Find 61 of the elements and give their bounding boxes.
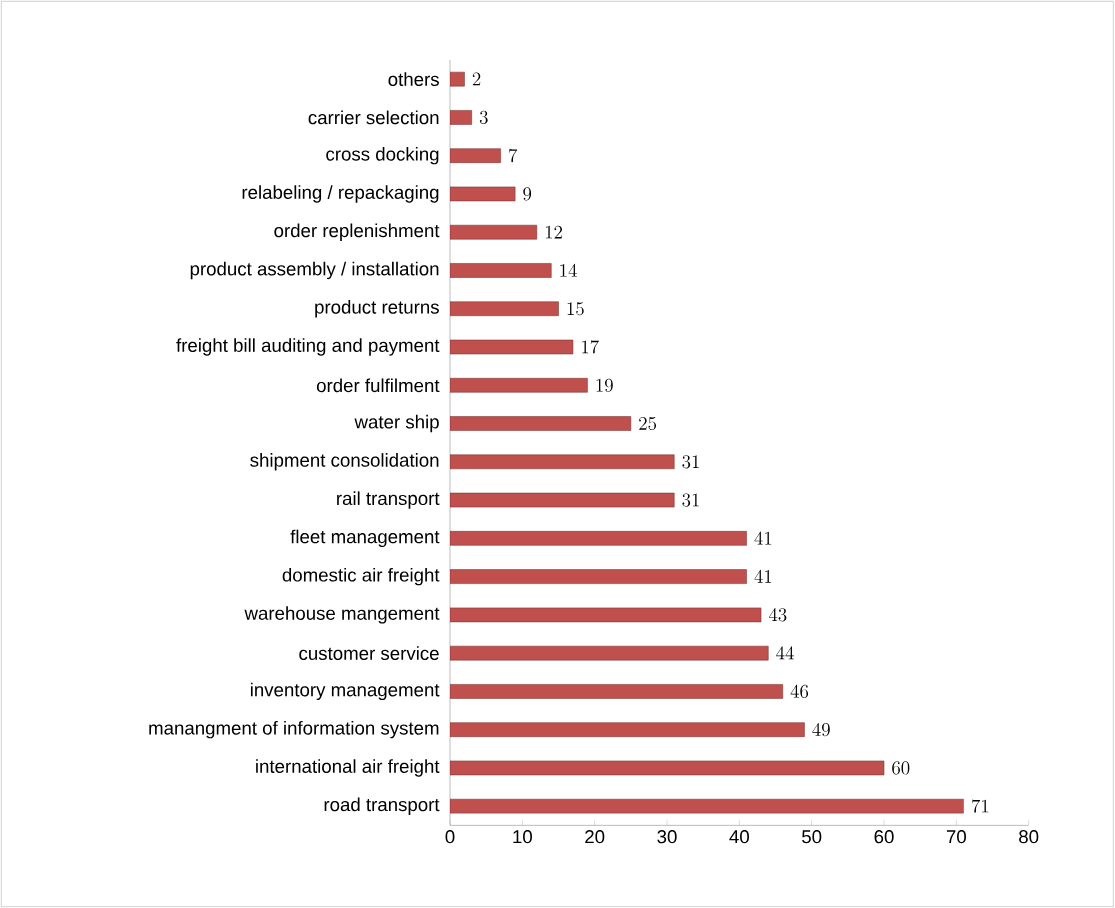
- x-tick-label: 50: [802, 830, 822, 844]
- data-label: 31: [682, 455, 699, 469]
- y-tick-label: road transport: [324, 797, 440, 815]
- x-tick-label: 80: [1019, 830, 1039, 844]
- data-label: 3: [479, 110, 488, 124]
- bar: [450, 454, 675, 470]
- y-tick-label: freight bill auditing and payment: [176, 338, 440, 356]
- data-label: 44: [776, 646, 794, 660]
- x-tick-label: 30: [657, 830, 677, 844]
- x-tick-label: 70: [946, 830, 966, 844]
- y-tick-label: others: [388, 72, 439, 86]
- data-label: 17: [582, 340, 599, 354]
- bar: [450, 263, 552, 278]
- data-label: 60: [892, 761, 910, 775]
- data-label: 7: [509, 148, 518, 163]
- data-label: 31: [682, 493, 699, 507]
- y-tick-label: cross docking: [326, 146, 439, 165]
- bar: [450, 148, 501, 163]
- data-label: 14: [560, 263, 577, 277]
- data-label: 49: [812, 722, 830, 737]
- bar: [450, 569, 747, 584]
- data-label: 46: [790, 684, 809, 698]
- data-label: 25: [639, 416, 657, 431]
- x-tick-label: 60: [874, 830, 894, 844]
- y-tick-label: product assembly / installation: [190, 261, 439, 280]
- bar: [450, 798, 964, 814]
- bar: [450, 378, 588, 393]
- y-tick-label: order fulfilment: [316, 378, 440, 393]
- y-tick-label: international air freight: [256, 759, 440, 777]
- data-label: 12: [545, 225, 563, 239]
- data-label: 43: [768, 608, 787, 622]
- y-tick-label: fleet management: [290, 529, 440, 548]
- data-label: 15: [567, 302, 584, 316]
- y-tick-label: relabeling / repackaging: [242, 185, 439, 203]
- y-tick-label: order replenishment: [274, 223, 440, 241]
- y-tick-label: inventory management: [250, 682, 440, 701]
- bar: [450, 224, 538, 240]
- y-tick-label: rail transport: [337, 491, 440, 509]
- data-label: 19: [596, 378, 613, 392]
- bar: [450, 722, 805, 737]
- x-tick-label: 10: [513, 830, 532, 844]
- bar: [450, 416, 632, 431]
- bar: [450, 684, 783, 699]
- x-tick-label: 0: [445, 830, 455, 844]
- bar: [450, 301, 559, 317]
- x-tick-label: 20: [585, 830, 605, 844]
- y-tick-label: customer service: [299, 646, 439, 660]
- x-tick-label: 40: [729, 830, 749, 844]
- y-tick-label: carrier selection: [308, 110, 439, 125]
- y-tick-label: water ship: [354, 414, 439, 433]
- y-tick-label: domestic air freight: [282, 567, 440, 586]
- data-label: 41: [754, 531, 772, 545]
- data-label: 71: [971, 799, 989, 813]
- data-label: 9: [523, 187, 532, 201]
- y-tick-label: product returns: [315, 300, 439, 318]
- y-tick-label: manangment of information system: [149, 720, 439, 739]
- bar: [450, 531, 747, 546]
- data-label: 41: [754, 569, 772, 583]
- data-label: 2: [472, 72, 481, 86]
- y-tick-label: warehouse mangement: [244, 606, 440, 624]
- y-tick-label: shipment consolidation: [250, 453, 439, 471]
